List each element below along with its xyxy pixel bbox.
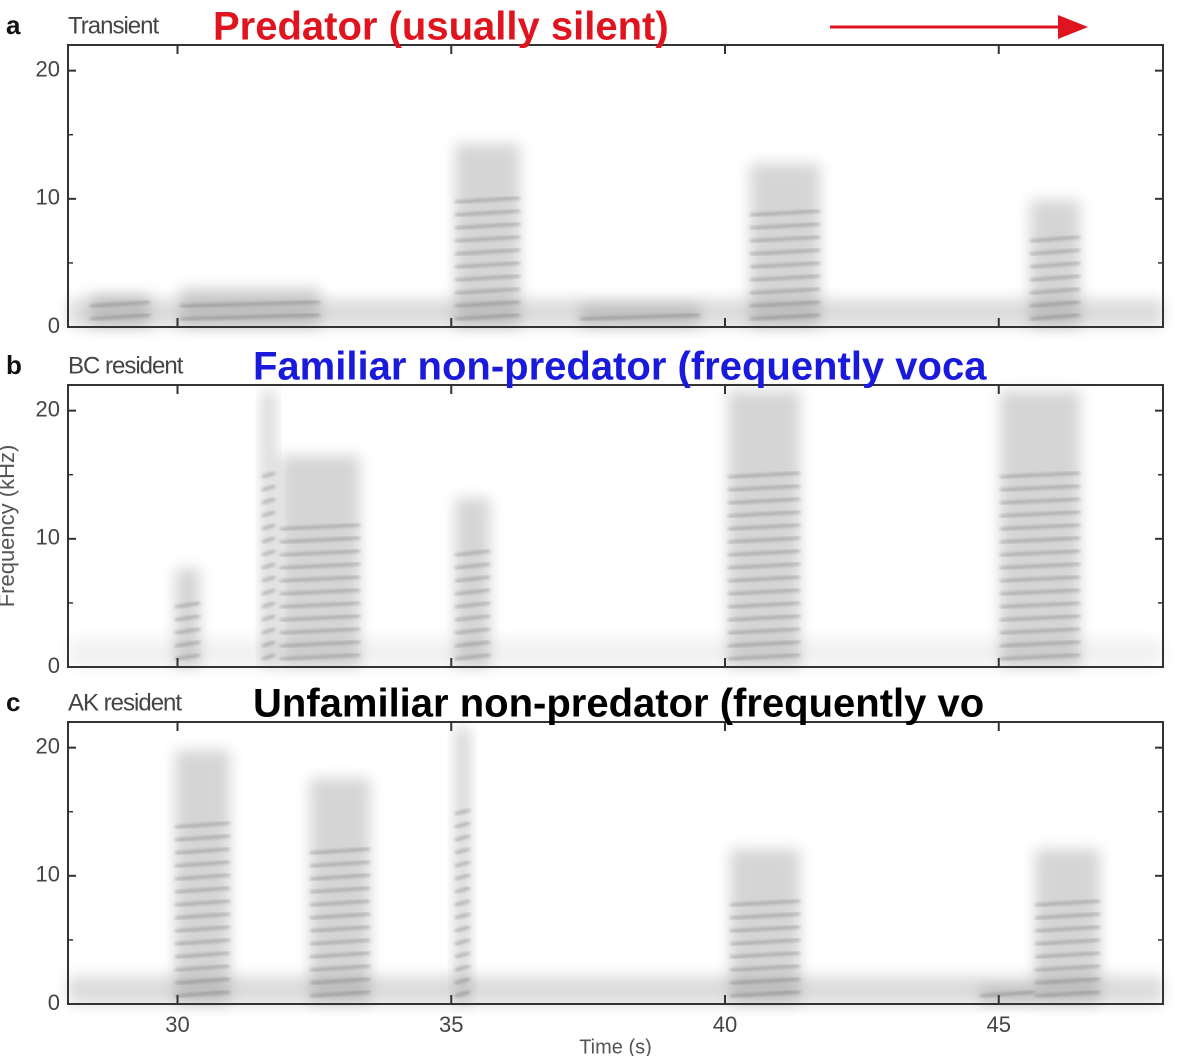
x-tick-label: 35 — [439, 1012, 463, 1037]
panel: 0 10 20 b BC resident Familiar non-predator (… — [0, 345, 1163, 678]
figure: 0 10 20 a Transient Predator (usually silent)… — [0, 0, 1179, 1056]
y-tick-label: 20 — [36, 733, 60, 758]
y-tick-label: 10 — [36, 525, 60, 550]
y-tick-label: 0 — [48, 313, 60, 338]
x-tick-label: 45 — [987, 1012, 1011, 1037]
annotation: Unfamiliar non-predator (frequently vo — [253, 682, 984, 726]
y-axis-label: Frequency (kHz) — [0, 445, 19, 608]
annotation: Predator (usually silent) — [213, 5, 669, 49]
energy — [455, 144, 520, 327]
y-tick-label: 20 — [36, 56, 60, 81]
x-axis-label: Time (s) — [579, 1036, 652, 1056]
plot-frame — [68, 385, 1163, 667]
annotation: Familiar non-predator (frequently voca — [253, 345, 987, 389]
energy — [90, 293, 150, 327]
y-tick-label: 10 — [36, 185, 60, 210]
energy — [180, 288, 320, 327]
y-tick-label: 0 — [48, 653, 60, 678]
panel-label: c — [6, 687, 20, 717]
panel: 0 10 20 a Transient Predator (usually silent) — [6, 5, 1163, 338]
panel-label: a — [6, 10, 21, 40]
plot-frame — [68, 722, 1163, 1004]
panel: 0 10 20 30 35 40 45 c AK resident Unfamiliar non-… — [6, 682, 1163, 1056]
panel-title: BC resident — [68, 352, 184, 379]
y-tick-label: 10 — [36, 862, 60, 887]
plot-frame — [68, 45, 1163, 327]
y-tick-label: 20 — [36, 396, 60, 421]
panel-label: b — [6, 350, 22, 380]
panel-title: AK resident — [68, 689, 182, 716]
y-tick-label: 0 — [48, 990, 60, 1015]
x-tick-label: 40 — [713, 1012, 737, 1037]
panel-title: Transient — [68, 12, 159, 39]
energy — [280, 456, 360, 668]
x-tick-label: 30 — [165, 1012, 189, 1037]
